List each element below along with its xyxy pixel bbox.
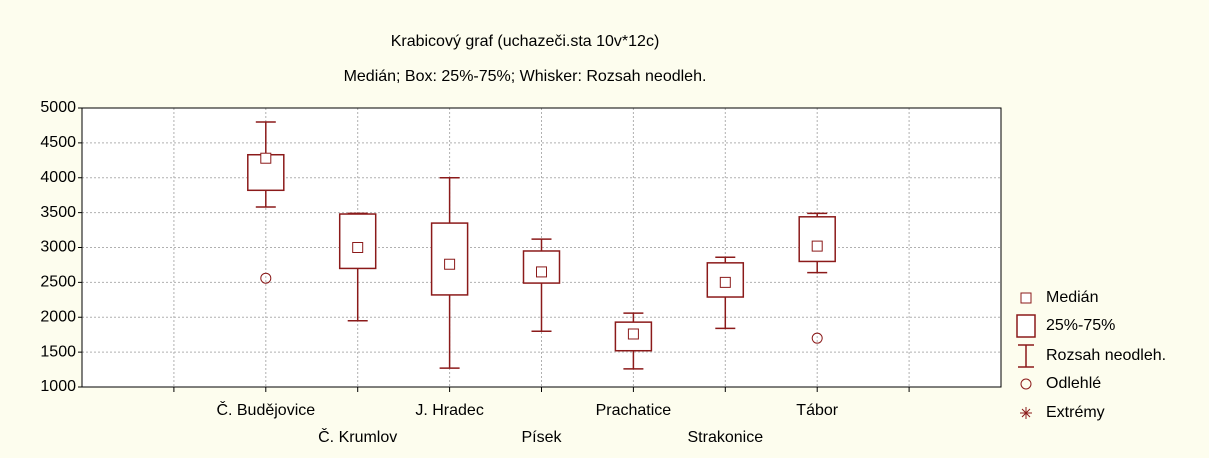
legend-label: Medián — [1046, 289, 1098, 306]
box — [798, 216, 836, 263]
y-tick-label: 2000 — [40, 308, 76, 325]
y-tick-label: 4500 — [40, 134, 76, 151]
legend-label: Odlehlé — [1046, 375, 1101, 392]
median — [260, 152, 272, 164]
y-tick-label: 1000 — [40, 378, 76, 395]
median — [444, 258, 456, 270]
y-tick-label: 4000 — [40, 169, 76, 186]
x-tick-label: J. Hradec — [415, 402, 483, 419]
outlier — [811, 332, 823, 344]
outlier — [260, 272, 272, 284]
y-tick-label: 3000 — [40, 239, 76, 256]
median — [719, 276, 731, 288]
legend-symbol-extreme — [1020, 407, 1032, 419]
y-tick-label: 5000 — [40, 99, 76, 116]
y-tick-label: 2500 — [40, 274, 76, 291]
x-tick-label: Prachatice — [596, 402, 672, 419]
x-tick-label: Č. Krumlov — [318, 427, 397, 446]
y-tick-label: 3500 — [40, 204, 76, 221]
plot-frame — [81, 107, 1002, 388]
median — [627, 328, 639, 340]
legend-label: 25%-75% — [1046, 317, 1115, 334]
median — [352, 242, 364, 253]
y-tick-label: 1500 — [40, 343, 76, 360]
median — [536, 266, 547, 278]
legend-label: Rozsah neodleh. — [1046, 347, 1166, 364]
x-tick-label: Strakonice — [688, 429, 764, 446]
legend-symbol-whisker — [1018, 344, 1034, 368]
legend-symbol-median — [1020, 292, 1032, 304]
chart-subtitle: Medián; Box: 25%-75%; Whisker: Rozsah ne… — [344, 68, 707, 85]
box — [338, 213, 377, 270]
legend-symbol-outlier — [1020, 378, 1032, 390]
chart-title: Krabicový graf (uchazeči.sta 10v*12c) — [391, 33, 660, 50]
x-tick-label: Č. Budějovice — [216, 400, 315, 419]
box — [614, 321, 653, 352]
median — [811, 240, 823, 252]
legend-symbol-box — [1016, 314, 1036, 338]
x-tick-label: Písek — [521, 429, 562, 446]
box — [706, 262, 745, 298]
x-tick-label: Tábor — [796, 402, 838, 419]
legend-label: Extrémy — [1046, 404, 1105, 421]
